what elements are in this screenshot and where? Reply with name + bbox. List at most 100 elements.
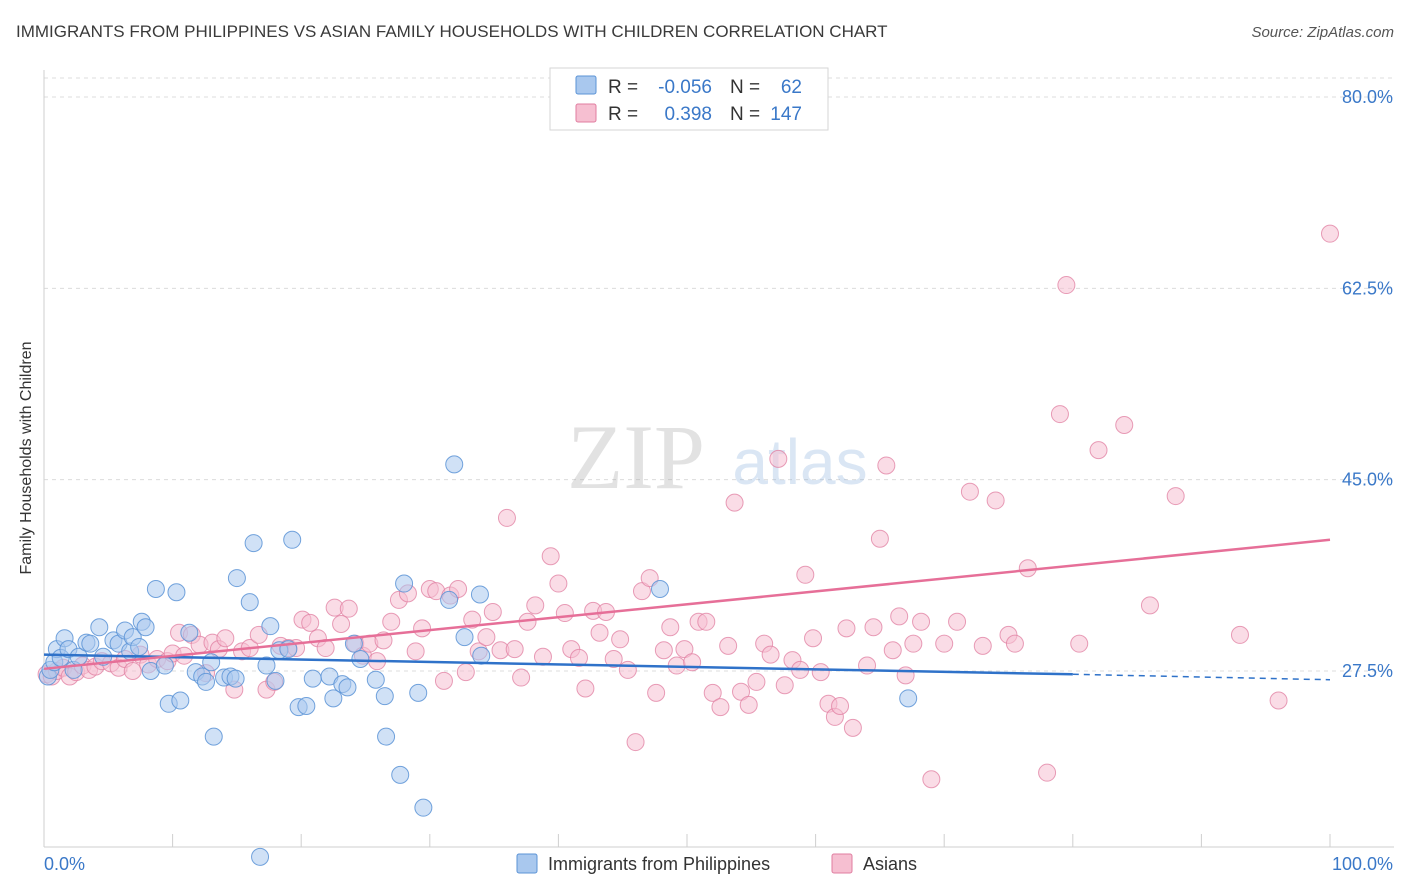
asians-point <box>477 628 496 647</box>
asians-point <box>497 508 516 527</box>
legend-n-value-pink: 147 <box>770 104 802 125</box>
asians-point <box>796 565 815 584</box>
philippines-point <box>204 727 223 746</box>
philippines-point <box>257 656 276 675</box>
axes <box>43 70 1394 848</box>
asians-point <box>555 604 574 623</box>
y-tick-labels: 27.5% 45.0% 62.5% 80.0% <box>1342 87 1393 681</box>
asians-point <box>332 614 351 633</box>
asians-point <box>604 649 623 668</box>
philippines-point <box>650 580 669 598</box>
philippines-point <box>130 637 149 656</box>
asians-point <box>912 612 931 631</box>
bottom-legend-philippines[interactable]: Immigrants from Philippines <box>548 854 770 874</box>
asians-point <box>904 634 923 653</box>
asians-point <box>216 629 235 648</box>
y-tick-label: 27.5% <box>1342 661 1393 681</box>
y-tick-label: 80.0% <box>1342 87 1393 107</box>
legend-r-label-pink: R = <box>608 104 638 125</box>
asians-point <box>935 634 954 653</box>
philippines-point <box>180 623 199 642</box>
asians-point <box>883 641 902 660</box>
asians-point <box>123 662 142 680</box>
asians-point <box>654 641 673 660</box>
philippines-point <box>266 671 285 690</box>
asians-point <box>711 698 730 717</box>
asians-point <box>483 602 502 621</box>
philippines-point <box>167 583 186 602</box>
philippines-point <box>251 847 270 866</box>
x-tick-label: 0.0% <box>44 854 85 874</box>
trend-lines <box>43 538 1331 681</box>
philippines-point <box>344 634 363 653</box>
bottom-legend: Immigrants from Philippines Asians <box>516 853 917 874</box>
legend-r-value-blue: -0.056 <box>658 77 712 98</box>
asians-point <box>948 612 967 631</box>
bottom-legend-swatch-pink[interactable] <box>831 853 853 874</box>
asians-point <box>1115 416 1134 434</box>
asians-point <box>505 640 524 659</box>
source-label: Source: ZipAtlas.com <box>1251 24 1394 41</box>
asians-point <box>739 695 758 714</box>
asians-point <box>973 636 992 655</box>
asians-point <box>1057 276 1076 295</box>
philippines-point <box>261 617 280 636</box>
philippines-points <box>38 455 918 866</box>
legend-swatch-pink <box>575 103 597 123</box>
philippines-point <box>377 727 396 746</box>
philippines-point <box>197 672 216 691</box>
asians-point <box>775 676 794 695</box>
legend-swatch-blue <box>575 75 597 95</box>
asians-point <box>870 529 889 548</box>
asians-point <box>877 456 896 475</box>
asians-point <box>541 547 560 566</box>
watermark: ZIP atlas <box>567 406 868 508</box>
philippines-point <box>303 669 322 688</box>
y-tick-label: 62.5% <box>1342 278 1393 298</box>
asians-point <box>1230 625 1249 644</box>
asians-point <box>339 599 358 618</box>
philippines-point <box>227 569 246 588</box>
grid <box>44 77 1394 672</box>
philippines-point <box>455 628 474 647</box>
asians-point <box>725 493 744 512</box>
x-tick-labels: 0.0% 100.0% <box>44 854 1393 874</box>
asians-point <box>896 666 915 685</box>
philippines-point <box>136 618 155 637</box>
philippines-point <box>171 691 190 710</box>
asians-point <box>837 619 856 638</box>
asians-point <box>549 574 568 593</box>
asians-point <box>811 663 830 682</box>
asians-point <box>1269 691 1288 710</box>
asians-point <box>960 482 979 501</box>
asians-point <box>1089 441 1108 460</box>
chart-title: IMMIGRANTS FROM PHILIPPINES VS ASIAN FAM… <box>16 22 888 41</box>
asians-point <box>1070 634 1089 653</box>
asians-point <box>647 683 666 702</box>
bottom-legend-swatch-blue[interactable] <box>516 853 538 874</box>
asians-point <box>703 683 722 702</box>
philippines-point <box>414 798 433 817</box>
watermark-zip: ZIP <box>567 406 705 508</box>
asians-point <box>1038 763 1057 782</box>
legend-r-value-pink: 0.398 <box>664 104 712 125</box>
asians-point <box>1321 224 1339 243</box>
asians-point <box>864 618 883 637</box>
asians-point <box>512 668 531 687</box>
philippines-point <box>297 696 316 715</box>
philippines-point <box>324 689 343 708</box>
legend-n-value-blue: 62 <box>781 77 802 98</box>
philippines-point <box>90 618 109 637</box>
asians-point <box>719 636 738 655</box>
asians-point <box>804 629 823 648</box>
asians-point <box>747 672 766 691</box>
asians-point <box>456 663 475 682</box>
philippines-point <box>240 593 259 612</box>
asians-point <box>611 630 630 649</box>
philippines-point <box>155 656 174 675</box>
bottom-legend-asians[interactable]: Asians <box>863 854 917 874</box>
asians-point <box>761 645 780 664</box>
philippines-point <box>202 653 221 672</box>
y-tick-label: 45.0% <box>1342 470 1393 490</box>
asians-point <box>922 770 941 789</box>
